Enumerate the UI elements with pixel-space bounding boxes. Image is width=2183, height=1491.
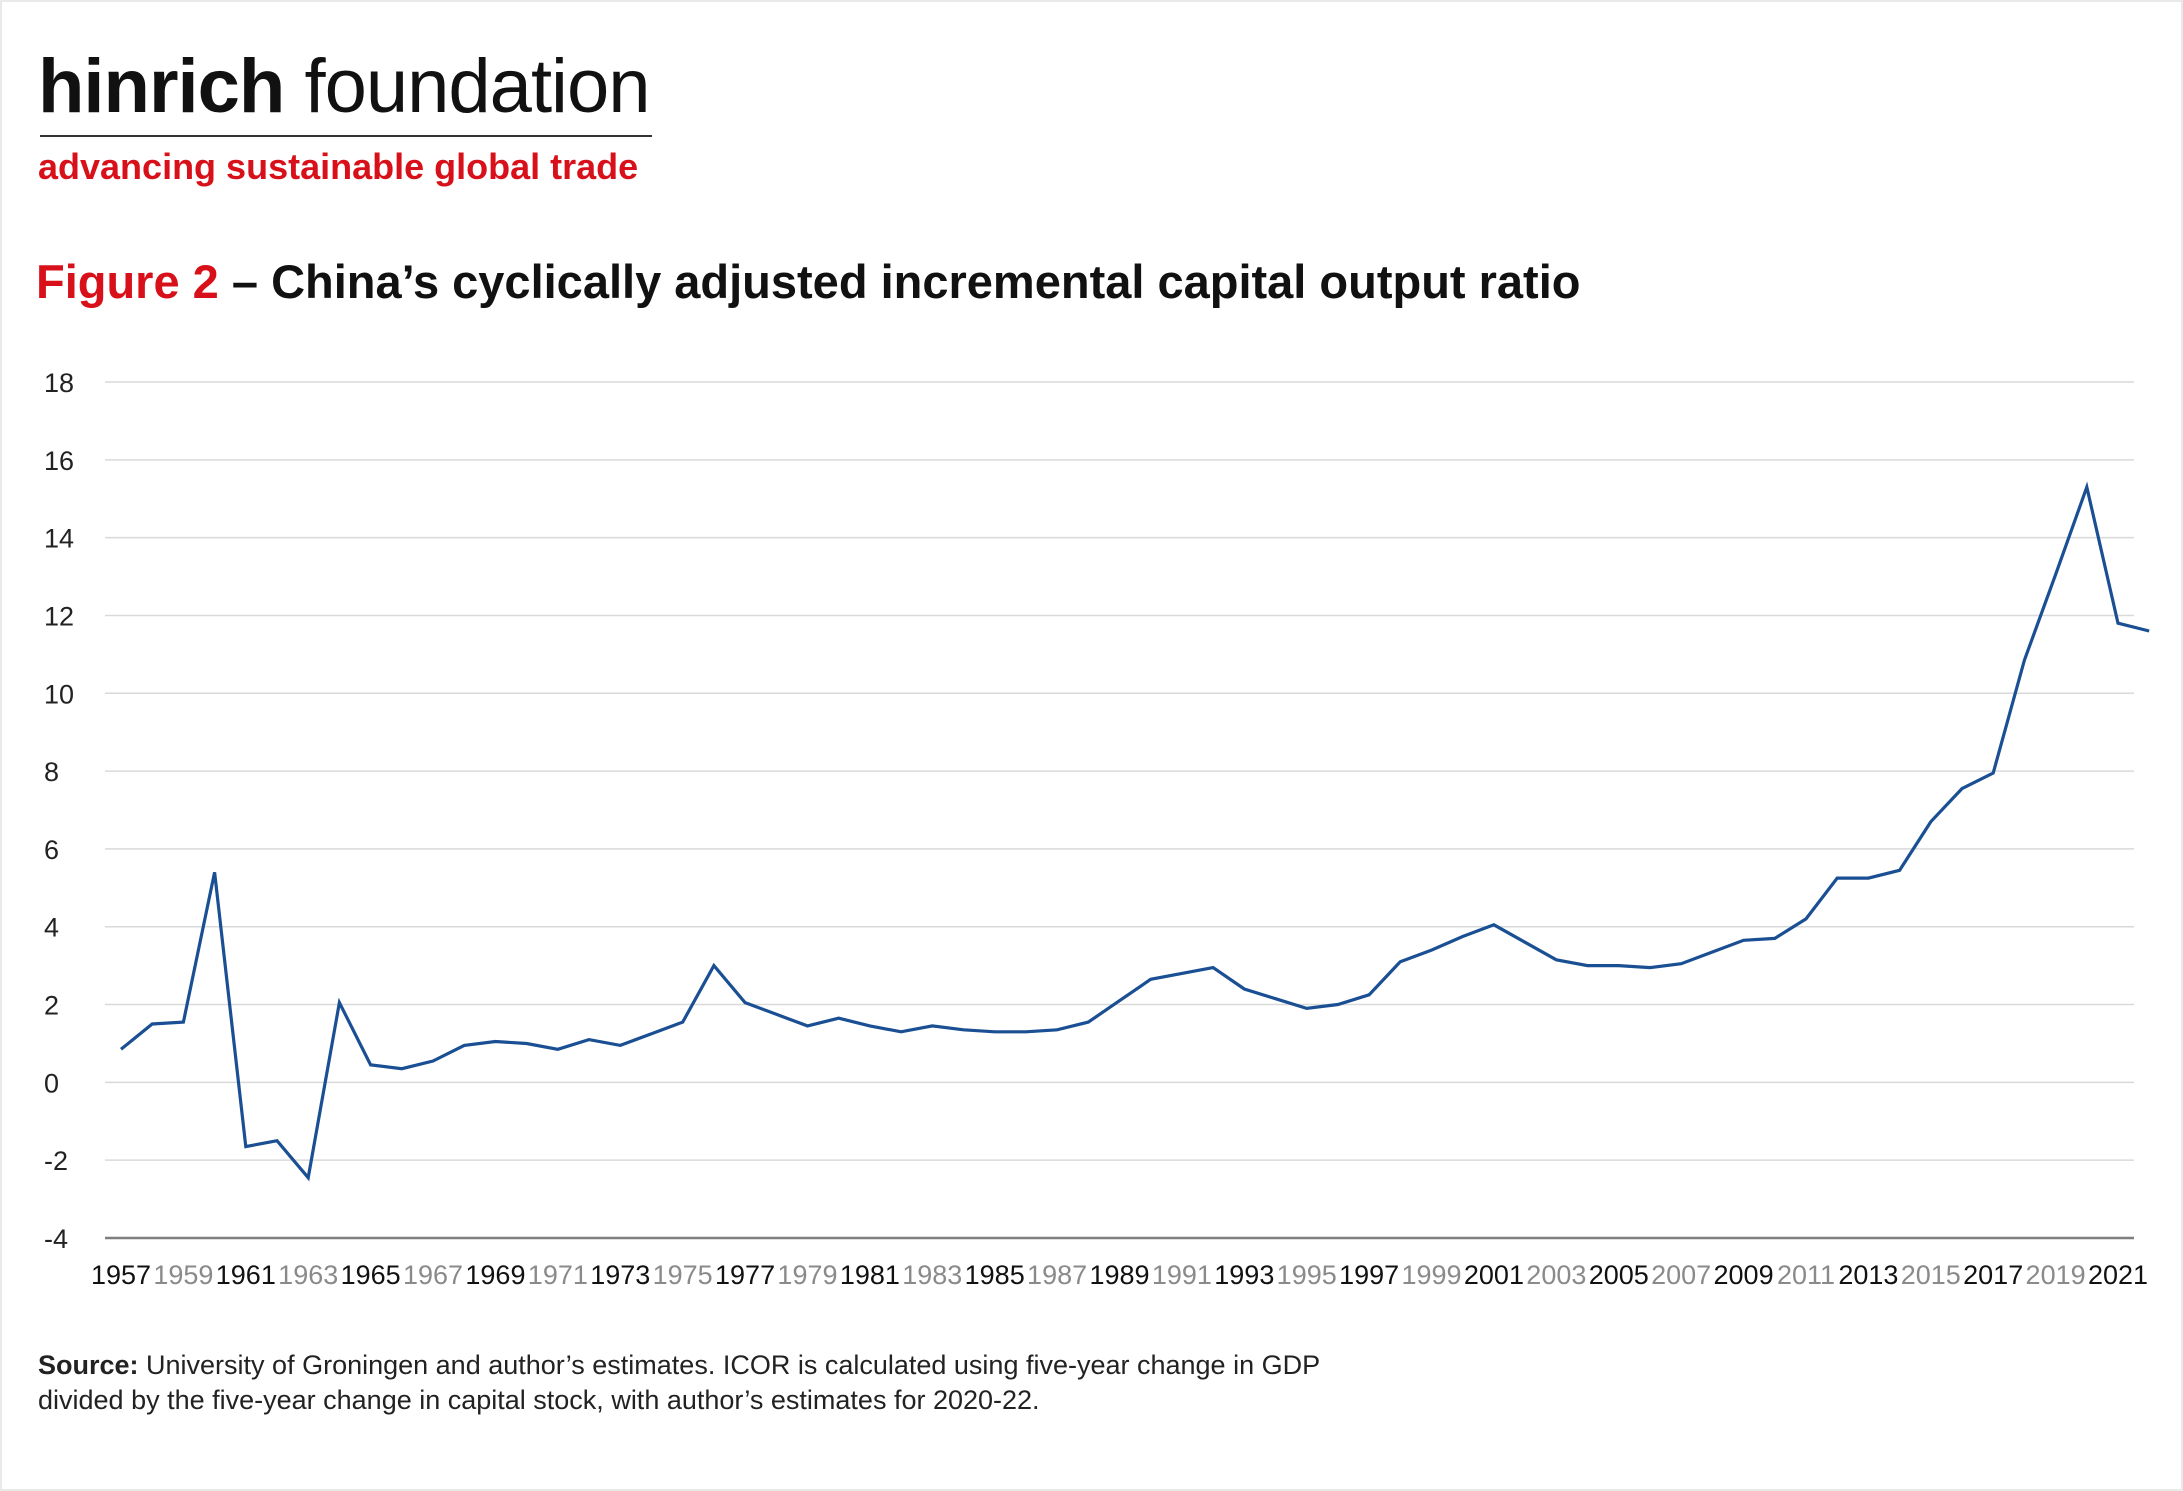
y-tick-label: 8	[44, 757, 59, 787]
x-tick-label: 1969	[465, 1260, 525, 1290]
x-tick-label: 1981	[840, 1260, 900, 1290]
figure-title: Figure 2 – China’s cyclically adjusted i…	[36, 254, 1580, 309]
x-tick-label: 1957	[91, 1260, 151, 1290]
source-note: Source: University of Groningen and auth…	[38, 1348, 1338, 1418]
x-tick-label: 1997	[1339, 1260, 1399, 1290]
y-tick-label: 4	[44, 913, 59, 943]
y-tick-label: 18	[44, 368, 74, 398]
brand-name-bold: hinrich	[38, 44, 285, 129]
x-tick-label: 2005	[1589, 1260, 1649, 1290]
x-tick-label: 2019	[2026, 1260, 2086, 1290]
x-tick-label: 1975	[653, 1260, 713, 1290]
source-text: University of Groningen and author’s est…	[38, 1350, 1320, 1415]
x-tick-label: 2021	[2088, 1260, 2148, 1290]
x-tick-label: 2011	[1777, 1260, 1835, 1290]
x-tick-label: 1991	[1152, 1260, 1212, 1290]
y-tick-label: 10	[44, 679, 74, 709]
figure-number: Figure 2	[36, 255, 219, 308]
x-tick-label: 1987	[1027, 1260, 1087, 1290]
x-tick-label: 1995	[1277, 1260, 1337, 1290]
figure-title-text: – China’s cyclically adjusted incrementa…	[218, 255, 1581, 308]
x-tick-label: 1985	[965, 1260, 1025, 1290]
x-tick-label: 2003	[1526, 1260, 1586, 1290]
y-tick-label: -4	[44, 1224, 68, 1254]
x-tick-label: 2017	[1963, 1260, 2023, 1290]
x-tick-label: 1993	[1214, 1260, 1274, 1290]
x-tick-label: 1967	[403, 1260, 463, 1290]
y-tick-label: 14	[44, 524, 74, 554]
x-tick-label: 1959	[153, 1260, 213, 1290]
x-tick-label: 1965	[341, 1260, 401, 1290]
x-tick-label: 1979	[777, 1260, 837, 1290]
x-tick-label: 1961	[216, 1260, 276, 1290]
x-tick-label: 1977	[715, 1260, 775, 1290]
x-tick-label: 1971	[528, 1260, 588, 1290]
brand-logo: hinrich foundation	[38, 42, 650, 132]
y-tick-label: 12	[44, 601, 74, 631]
brand-name-regular: foundation	[304, 44, 650, 129]
x-tick-label: 1963	[278, 1260, 338, 1290]
x-tick-label: 1983	[902, 1260, 962, 1290]
y-tick-label: 0	[44, 1068, 59, 1098]
y-tick-label: 16	[44, 446, 74, 476]
y-tick-label: 2	[44, 991, 59, 1021]
series-line	[119, 481, 2150, 1182]
source-label: Source:	[38, 1350, 139, 1380]
x-tick-label: 2007	[1651, 1260, 1711, 1290]
x-tick-label: 2015	[1901, 1260, 1961, 1290]
x-tick-label: 2013	[1838, 1260, 1898, 1290]
brand-divider	[40, 135, 652, 137]
y-tick-label: 6	[44, 835, 59, 865]
x-tick-label: 1999	[1401, 1260, 1461, 1290]
x-tick-label: 1989	[1089, 1260, 1149, 1290]
x-tick-label: 2001	[1464, 1260, 1524, 1290]
brand-tagline: advancing sustainable global trade	[38, 146, 639, 187]
x-tick-label: 2009	[1714, 1260, 1774, 1290]
y-tick-label: -2	[44, 1146, 68, 1176]
x-tick-label: 1973	[590, 1260, 650, 1290]
